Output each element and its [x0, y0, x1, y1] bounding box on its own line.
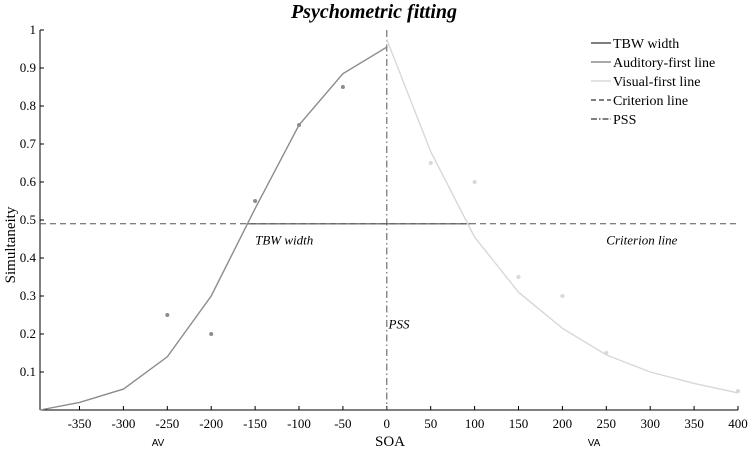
legend-label: Criterion line	[613, 94, 688, 109]
x-tick-label: 100	[465, 416, 485, 431]
visual-first-data-point	[428, 161, 433, 165]
series-lines	[39, 39, 739, 411]
auditory-first-data-point	[340, 85, 345, 89]
visual-first-line	[386, 39, 739, 394]
x-tick-label: 400	[728, 416, 748, 431]
annotation-label: PSS	[388, 316, 410, 331]
legend-label: TBW width	[613, 37, 679, 52]
x-tick-label: 200	[553, 416, 573, 431]
data-points	[165, 85, 740, 393]
chart-title: Psychometric fitting	[290, 1, 457, 23]
annotations: TBW width Criterion line PSS	[255, 233, 678, 332]
x-tick-label: 50	[424, 416, 437, 431]
x-tick-label: -150	[243, 416, 267, 431]
x-tick-label: -250	[155, 416, 179, 431]
side-label-av: AV	[152, 438, 165, 449]
x-tick-label: 150	[509, 416, 529, 431]
auditory-first-data-point	[253, 199, 258, 203]
y-tick-label: 0.6	[20, 174, 37, 189]
y-tick-label: 1	[30, 22, 37, 37]
y-tick-label: 0.8	[20, 98, 36, 113]
x-tick-label: 300	[640, 416, 660, 431]
y-axis-label: Simultaneity	[3, 206, 19, 283]
auditory-first-data-point	[297, 123, 302, 127]
legend-label: PSS	[613, 113, 636, 128]
x-tick-label: -100	[287, 416, 311, 431]
y-tick-label: 0.4	[20, 250, 37, 265]
x-tick-label: -350	[68, 416, 92, 431]
y-tick-label: 0.5	[20, 212, 36, 227]
x-tick-label: 0	[384, 416, 391, 431]
annotation-label: Criterion line	[606, 233, 677, 248]
y-tick-label: 0.3	[20, 288, 36, 303]
auditory-first-line	[39, 46, 388, 411]
auditory-first-data-point	[165, 313, 170, 317]
x-tick-label: -200	[199, 416, 223, 431]
y-tick-label: 0.9	[20, 60, 36, 75]
visual-first-data-point	[604, 351, 609, 355]
axes: -350 -300 -250 -200 -150 -100 -50 0 50 100 150 200 2…	[20, 22, 748, 431]
x-tick-label: -50	[334, 416, 351, 431]
x-tick-label: 350	[684, 416, 704, 431]
x-tick-label: 250	[597, 416, 617, 431]
y-tick-label: 0.7	[20, 136, 37, 151]
visual-first-data-point	[472, 180, 477, 184]
annotation-label: TBW width	[255, 233, 313, 248]
side-label-va: VA	[588, 438, 601, 449]
visual-first-data-point	[516, 275, 521, 279]
visual-first-data-point	[736, 389, 740, 393]
visual-first-data-point	[560, 294, 565, 298]
auditory-first-data-point	[209, 332, 214, 336]
reference-lines	[40, 30, 738, 410]
x-axis-label: SOA	[375, 434, 405, 449]
y-tick-label: 0.1	[20, 364, 36, 379]
legend-label: Visual-first line	[613, 75, 700, 90]
y-tick-label: 0.2	[20, 326, 36, 341]
legend: TBW width Auditory-first line Visual-first…	[591, 37, 715, 128]
legend-label: Auditory-first line	[613, 56, 715, 71]
x-tick-label: -300	[111, 416, 135, 431]
